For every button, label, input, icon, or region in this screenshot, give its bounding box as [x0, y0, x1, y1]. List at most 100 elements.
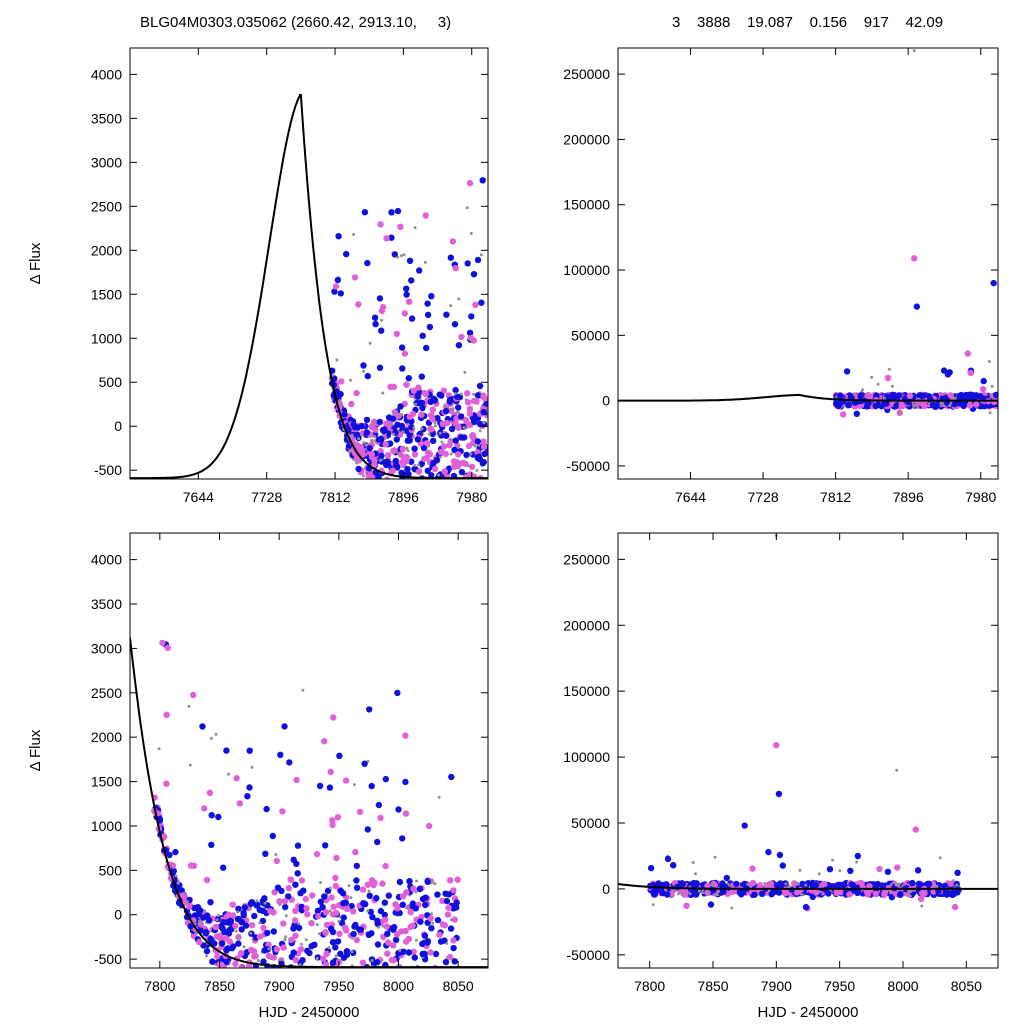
data-point [280, 944, 287, 951]
data-point [364, 826, 371, 833]
data-point [298, 985, 301, 988]
data-point [395, 806, 402, 813]
data-point [267, 947, 271, 951]
data-point [349, 896, 353, 900]
data-point [796, 882, 800, 885]
data-point [883, 400, 890, 407]
data-point [424, 493, 430, 499]
data-point [475, 468, 479, 472]
data-point [466, 516, 472, 522]
y-tick-label: 4000 [91, 552, 122, 568]
data-point [455, 404, 462, 411]
data-point [157, 747, 161, 751]
data-point [232, 960, 239, 967]
data-point [317, 898, 324, 905]
data-point [847, 867, 854, 874]
data-point [221, 928, 228, 936]
data-point [371, 488, 374, 491]
data-point [419, 940, 426, 948]
data-point [444, 480, 450, 486]
data-point [471, 517, 477, 523]
data-point [419, 950, 426, 958]
data-point [443, 432, 450, 439]
data-point [297, 994, 303, 1000]
data-point [477, 485, 480, 488]
data-point [259, 907, 267, 915]
y-tick-label: 100000 [563, 262, 610, 278]
data-point [207, 899, 214, 906]
data-point [418, 460, 425, 467]
data-point [472, 392, 476, 396]
data-point [843, 368, 851, 375]
data-point [295, 924, 303, 932]
header-object-id: BLG04M0303.035062 (2660.42, 2913.10, 3) [140, 14, 452, 31]
data-point [279, 808, 286, 815]
data-point [256, 933, 263, 940]
data-point [223, 947, 230, 954]
data-point [172, 848, 179, 856]
data-point [164, 644, 171, 651]
data-point [751, 891, 758, 898]
data-point [399, 835, 406, 842]
data-point [292, 917, 299, 924]
data-point [356, 998, 359, 1001]
data-point [925, 880, 933, 887]
data-point [374, 481, 380, 487]
data-point [428, 520, 431, 523]
data-point [391, 251, 398, 258]
data-point [469, 478, 473, 479]
data-point [707, 890, 711, 894]
data-point [374, 941, 382, 948]
data-point [238, 965, 245, 968]
data-point [179, 892, 187, 899]
data-point [423, 260, 427, 264]
data-point [390, 383, 398, 390]
data-point [853, 410, 860, 417]
data-point [433, 504, 439, 510]
data-point [479, 177, 486, 184]
data-point [315, 912, 322, 920]
data-point [388, 209, 395, 216]
data-point [677, 892, 680, 896]
data-point [443, 311, 450, 318]
data-point [409, 996, 415, 1002]
data-point [434, 414, 441, 422]
x-tick-label: 7980 [456, 489, 487, 505]
data-point [431, 486, 437, 492]
data-point [890, 384, 894, 388]
data-point [439, 897, 446, 905]
data-point [316, 782, 324, 790]
data-point [405, 298, 413, 305]
data-point [321, 893, 328, 900]
data-point [236, 910, 240, 914]
data-point [423, 344, 430, 352]
data-point [215, 813, 222, 821]
data-point [388, 1005, 391, 1008]
data-point [242, 945, 246, 949]
data-point [252, 952, 259, 960]
data-point [287, 876, 294, 883]
x-axis-label: HJD - 2450000 [758, 1004, 859, 1021]
data-point [446, 514, 452, 520]
data-point [470, 271, 478, 278]
data-point [450, 458, 458, 465]
data-point [450, 463, 458, 470]
data-point [390, 423, 394, 427]
data-point [482, 421, 486, 425]
data-point [784, 882, 788, 886]
data-point [857, 393, 864, 400]
data-point [332, 283, 340, 290]
data-point [454, 392, 457, 396]
data-point [894, 864, 901, 871]
data-point [409, 511, 412, 514]
data-point [402, 732, 409, 739]
data-point [278, 903, 282, 907]
data-point [921, 402, 928, 410]
data-point [223, 958, 230, 966]
data-point [399, 445, 407, 453]
data-point [397, 223, 404, 230]
data-point [253, 977, 259, 983]
data-point [382, 775, 389, 783]
data-point [370, 489, 373, 492]
data-point [260, 958, 267, 965]
